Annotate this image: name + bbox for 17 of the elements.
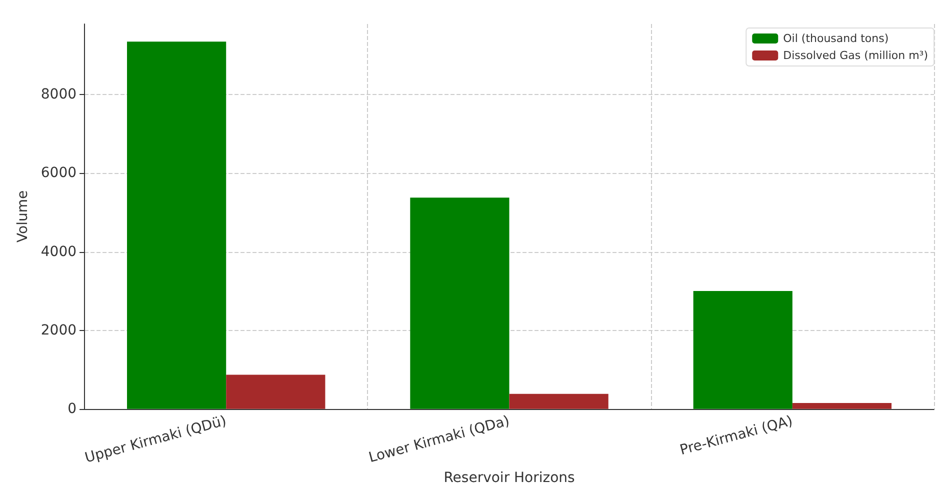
legend-label: Dissolved Gas (million m³) bbox=[783, 49, 928, 62]
bar bbox=[693, 291, 792, 409]
y-tick-label: 6000 bbox=[40, 165, 77, 182]
bar bbox=[410, 198, 510, 409]
y-tick-label: 8000 bbox=[40, 86, 77, 103]
x-tick-label: Lower Kirmaki (QDa) bbox=[367, 413, 512, 466]
x-tick-label: Upper Kirmaki (QDü) bbox=[83, 413, 228, 466]
x-axis-title: Reservoir Horizons bbox=[444, 470, 575, 486]
bar bbox=[226, 374, 326, 409]
bar bbox=[127, 42, 226, 409]
y-tick-label: 4000 bbox=[40, 244, 77, 260]
legend-label: Oil (thousand tons) bbox=[783, 32, 889, 45]
bar bbox=[509, 394, 608, 409]
y-tick-label: 2000 bbox=[40, 322, 77, 338]
y-axis-title: Volume bbox=[15, 190, 31, 242]
y-tick-label: 0 bbox=[68, 400, 77, 417]
bar bbox=[792, 402, 892, 409]
